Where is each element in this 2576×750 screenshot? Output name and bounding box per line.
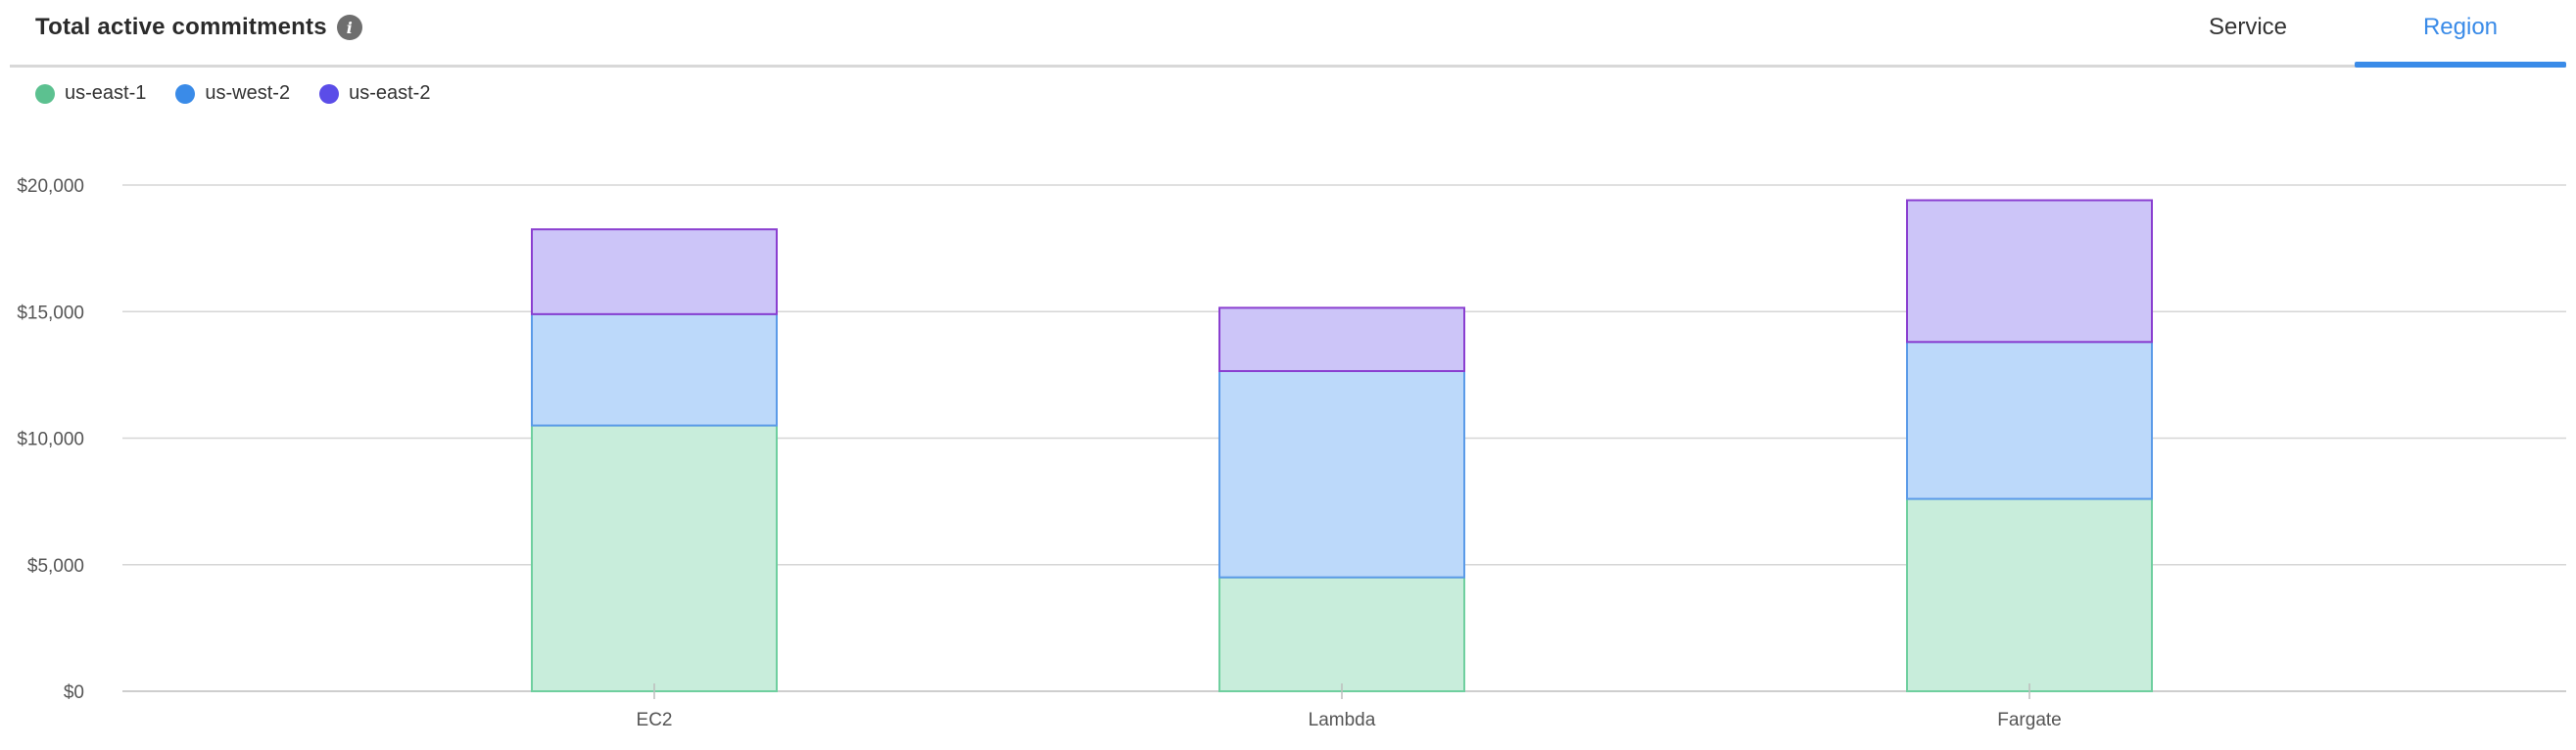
bar-ec2-us-west-2 xyxy=(531,312,778,427)
legend-dot-us-east-1 xyxy=(35,83,55,104)
chart-header: Total active commitments i Service Regio… xyxy=(0,0,2576,69)
y-tick-label-4: $20,000 xyxy=(17,176,84,197)
legend-dot-us-east-2 xyxy=(319,83,340,104)
legend-dot-us-west-2 xyxy=(175,83,196,104)
chart-title: Total active commitments xyxy=(35,14,327,40)
bar-fargate-us-east-1 xyxy=(1906,497,2153,693)
header-divider xyxy=(10,65,2566,68)
active-tab-indicator xyxy=(2355,62,2566,68)
legend-label-us-west-2: us-west-2 xyxy=(205,82,291,104)
chart-legend: us-east-1 us-west-2 us-east-2 xyxy=(35,82,430,105)
tab-service[interactable]: Service xyxy=(2208,14,2288,40)
bar-lambda-us-east-2 xyxy=(1218,306,1465,372)
x-tick-label-lambda: Lambda xyxy=(1309,710,1376,730)
y-tick-label-2: $10,000 xyxy=(17,430,84,450)
bar-fargate-us-east-2 xyxy=(1906,199,2153,344)
y-tick-label-1: $5,000 xyxy=(27,556,84,577)
legend-label-us-east-1: us-east-1 xyxy=(65,82,147,104)
y-tick-label-0: $0 xyxy=(64,682,84,703)
legend-item-us-east-1[interactable]: us-east-1 xyxy=(35,82,146,105)
bar-lambda-us-east-1 xyxy=(1218,576,1465,692)
bar-ec2-us-east-1 xyxy=(531,424,778,692)
x-tick-label-fargate: Fargate xyxy=(1997,710,2061,730)
y-tick-label-3: $15,000 xyxy=(17,303,84,323)
legend-item-us-west-2[interactable]: us-west-2 xyxy=(175,82,290,105)
bar-lambda-us-west-2 xyxy=(1218,369,1465,579)
title-group: Total active commitments i xyxy=(35,14,362,41)
x-tick-label-ec2: EC2 xyxy=(637,710,673,730)
tab-region[interactable]: Region xyxy=(2422,14,2499,40)
bar-fargate-us-west-2 xyxy=(1906,341,2153,500)
legend-item-us-east-2[interactable]: us-east-2 xyxy=(319,82,430,105)
legend-label-us-east-2: us-east-2 xyxy=(349,82,431,104)
bar-ec2-us-east-2 xyxy=(531,228,778,315)
info-icon[interactable]: i xyxy=(336,15,362,40)
